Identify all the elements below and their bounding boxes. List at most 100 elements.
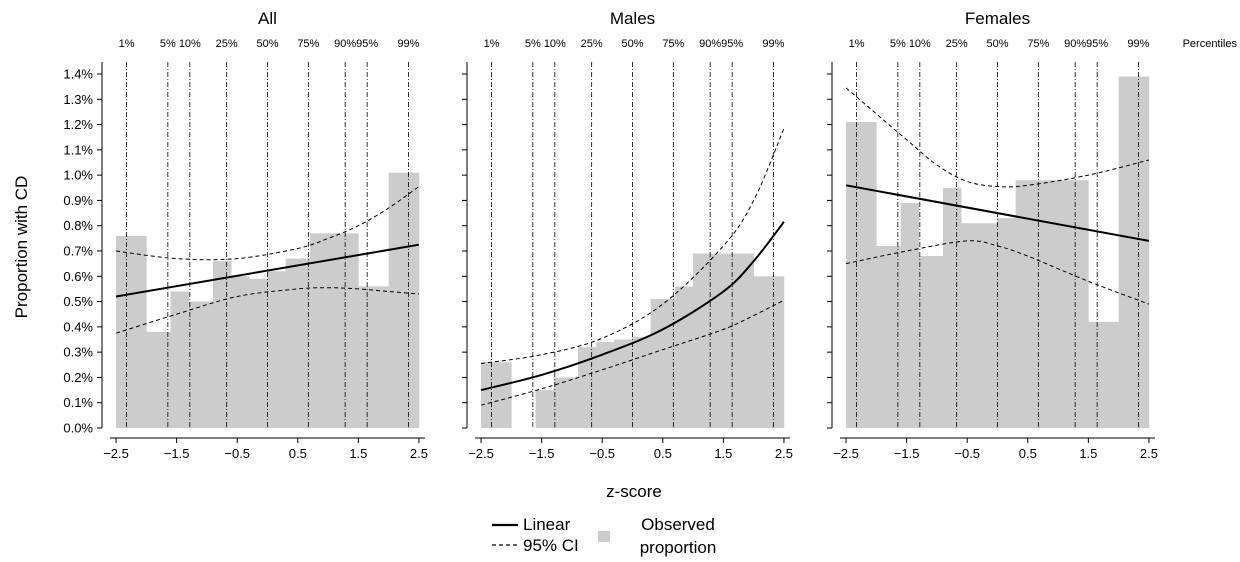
x-tick-label: 2.5 [410,446,428,461]
observed-bar [554,377,579,428]
legend-ci-label: 95% CI [523,536,579,555]
observed-bar [846,122,877,428]
x-tick-label: 1.5 [349,446,367,461]
x-tick-label: −2.5 [103,446,129,461]
observed-bar [1088,322,1119,428]
x-tick-label: 1.5 [714,446,732,461]
observed-bar [943,188,961,428]
y-tick-label: 1.2% [63,117,93,132]
x-tick-label: 2.5 [775,446,793,461]
observed-bar [268,271,286,428]
observed-bar [1058,180,1089,428]
x-tick-label: 0.5 [1019,446,1037,461]
percentile-label: 10% [179,38,201,50]
legend-linear-label: Linear [523,515,571,534]
percentile-label: 90% [1064,38,1086,50]
observed-bar [116,236,147,428]
x-tick-label: 2.5 [1140,446,1158,461]
observed-bar [876,246,901,428]
observed-bar [189,302,214,428]
x-tick-label: −0.5 [589,446,615,461]
observed-bar [231,276,249,428]
observed-bar [1040,180,1058,428]
percentile-label: 1% [484,38,500,50]
y-tick-label: 0.0% [63,421,93,436]
observed-bar [754,276,785,428]
panel-all: All 1% 5% 10% 25% 50% 75% 90% 95% 99% 0.0% 0.1% 0.2%… [63,9,428,461]
percentile-label: 10% [544,38,566,50]
observed-bar [286,259,311,428]
panel-title: Females [965,9,1030,28]
y-tick-label: 0.2% [63,370,93,385]
percentile-label: 75% [662,38,684,50]
percentile-label: 1% [849,38,865,50]
observed-bar [614,340,632,429]
x-tick-label: −1.5 [529,446,555,461]
observed-bar [998,218,1016,428]
observed-bar [693,254,724,428]
y-tick-label: 0.5% [63,294,93,309]
percentile-label: 99% [397,38,419,50]
observed-bar [961,223,979,428]
x-axis-title: z-score [606,482,662,501]
observed-bar [901,203,919,428]
percentile-label: 5% [890,38,906,50]
x-tick-label: −1.5 [894,446,920,461]
x-tick-label: −2.5 [468,446,494,461]
legend-observed-label-line2: proportion [640,538,717,557]
y-tick-label: 1.0% [63,168,93,183]
observed-bar [979,223,997,428]
observed-bar [389,173,420,428]
y-tick-label: 1.1% [63,142,93,157]
percentile-label: 25% [581,38,603,50]
x-tick-label: 0.5 [654,446,672,461]
observed-bar [633,337,651,428]
observed-bar [1119,77,1150,428]
legend: Linear 95% CI Observed proportion [492,515,716,557]
observed-bar [481,362,512,428]
observed-bar [651,299,676,428]
percentile-label: 1% [119,38,135,50]
percentile-label: 25% [946,38,968,50]
percentile-label: 50% [621,38,643,50]
panel-title: Males [610,9,655,28]
observed-bar [675,286,693,428]
x-tick-label: 0.5 [289,446,307,461]
panel-title: All [258,9,277,28]
x-tick-label: −0.5 [954,446,980,461]
y-tick-label: 0.3% [63,345,93,360]
observed-bar [723,254,754,428]
x-tick-label: 1.5 [1079,446,1097,461]
observed-bar [919,256,944,428]
x-tick-label: −0.5 [224,446,250,461]
percentile-label: 75% [1027,38,1049,50]
percentile-label: 5% [525,38,541,50]
y-tick-label: 0.9% [63,193,93,208]
x-tick-label: −1.5 [164,446,190,461]
percentile-label: 90% [699,38,721,50]
panel-males: Males 1% 5% 10% 25% 50% 75% 90% 95% 99% −2.5 −1.5 −0… [462,9,793,461]
y-tick-label: 1.4% [63,67,93,82]
observed-bar [536,390,554,428]
percentile-label: 99% [762,38,784,50]
observed-bar [146,332,171,428]
y-tick-label: 0.4% [63,319,93,334]
percentiles-label: Percentiles [1183,38,1238,50]
percentile-label: 95% [356,38,378,50]
y-tick-label: 0.8% [63,218,93,233]
percentile-label: 50% [986,38,1008,50]
percentile-label: 5% [160,38,176,50]
percentile-label: 90% [334,38,356,50]
y-tick-label: 0.1% [63,395,93,410]
panel-females: Females 1% 5% 10% 25% 50% 75% 90% 95% 99% −2.5 −1.5… [827,9,1158,461]
y-tick-label: 1.3% [63,92,93,107]
percentile-label: 25% [216,38,238,50]
y-axis-title: Proportion with CD [12,176,31,319]
percentile-label: 95% [1086,38,1108,50]
y-tick-label: 0.6% [63,269,93,284]
percentile-label: 75% [297,38,319,50]
percentile-label: 50% [256,38,278,50]
observed-bar [249,279,267,428]
